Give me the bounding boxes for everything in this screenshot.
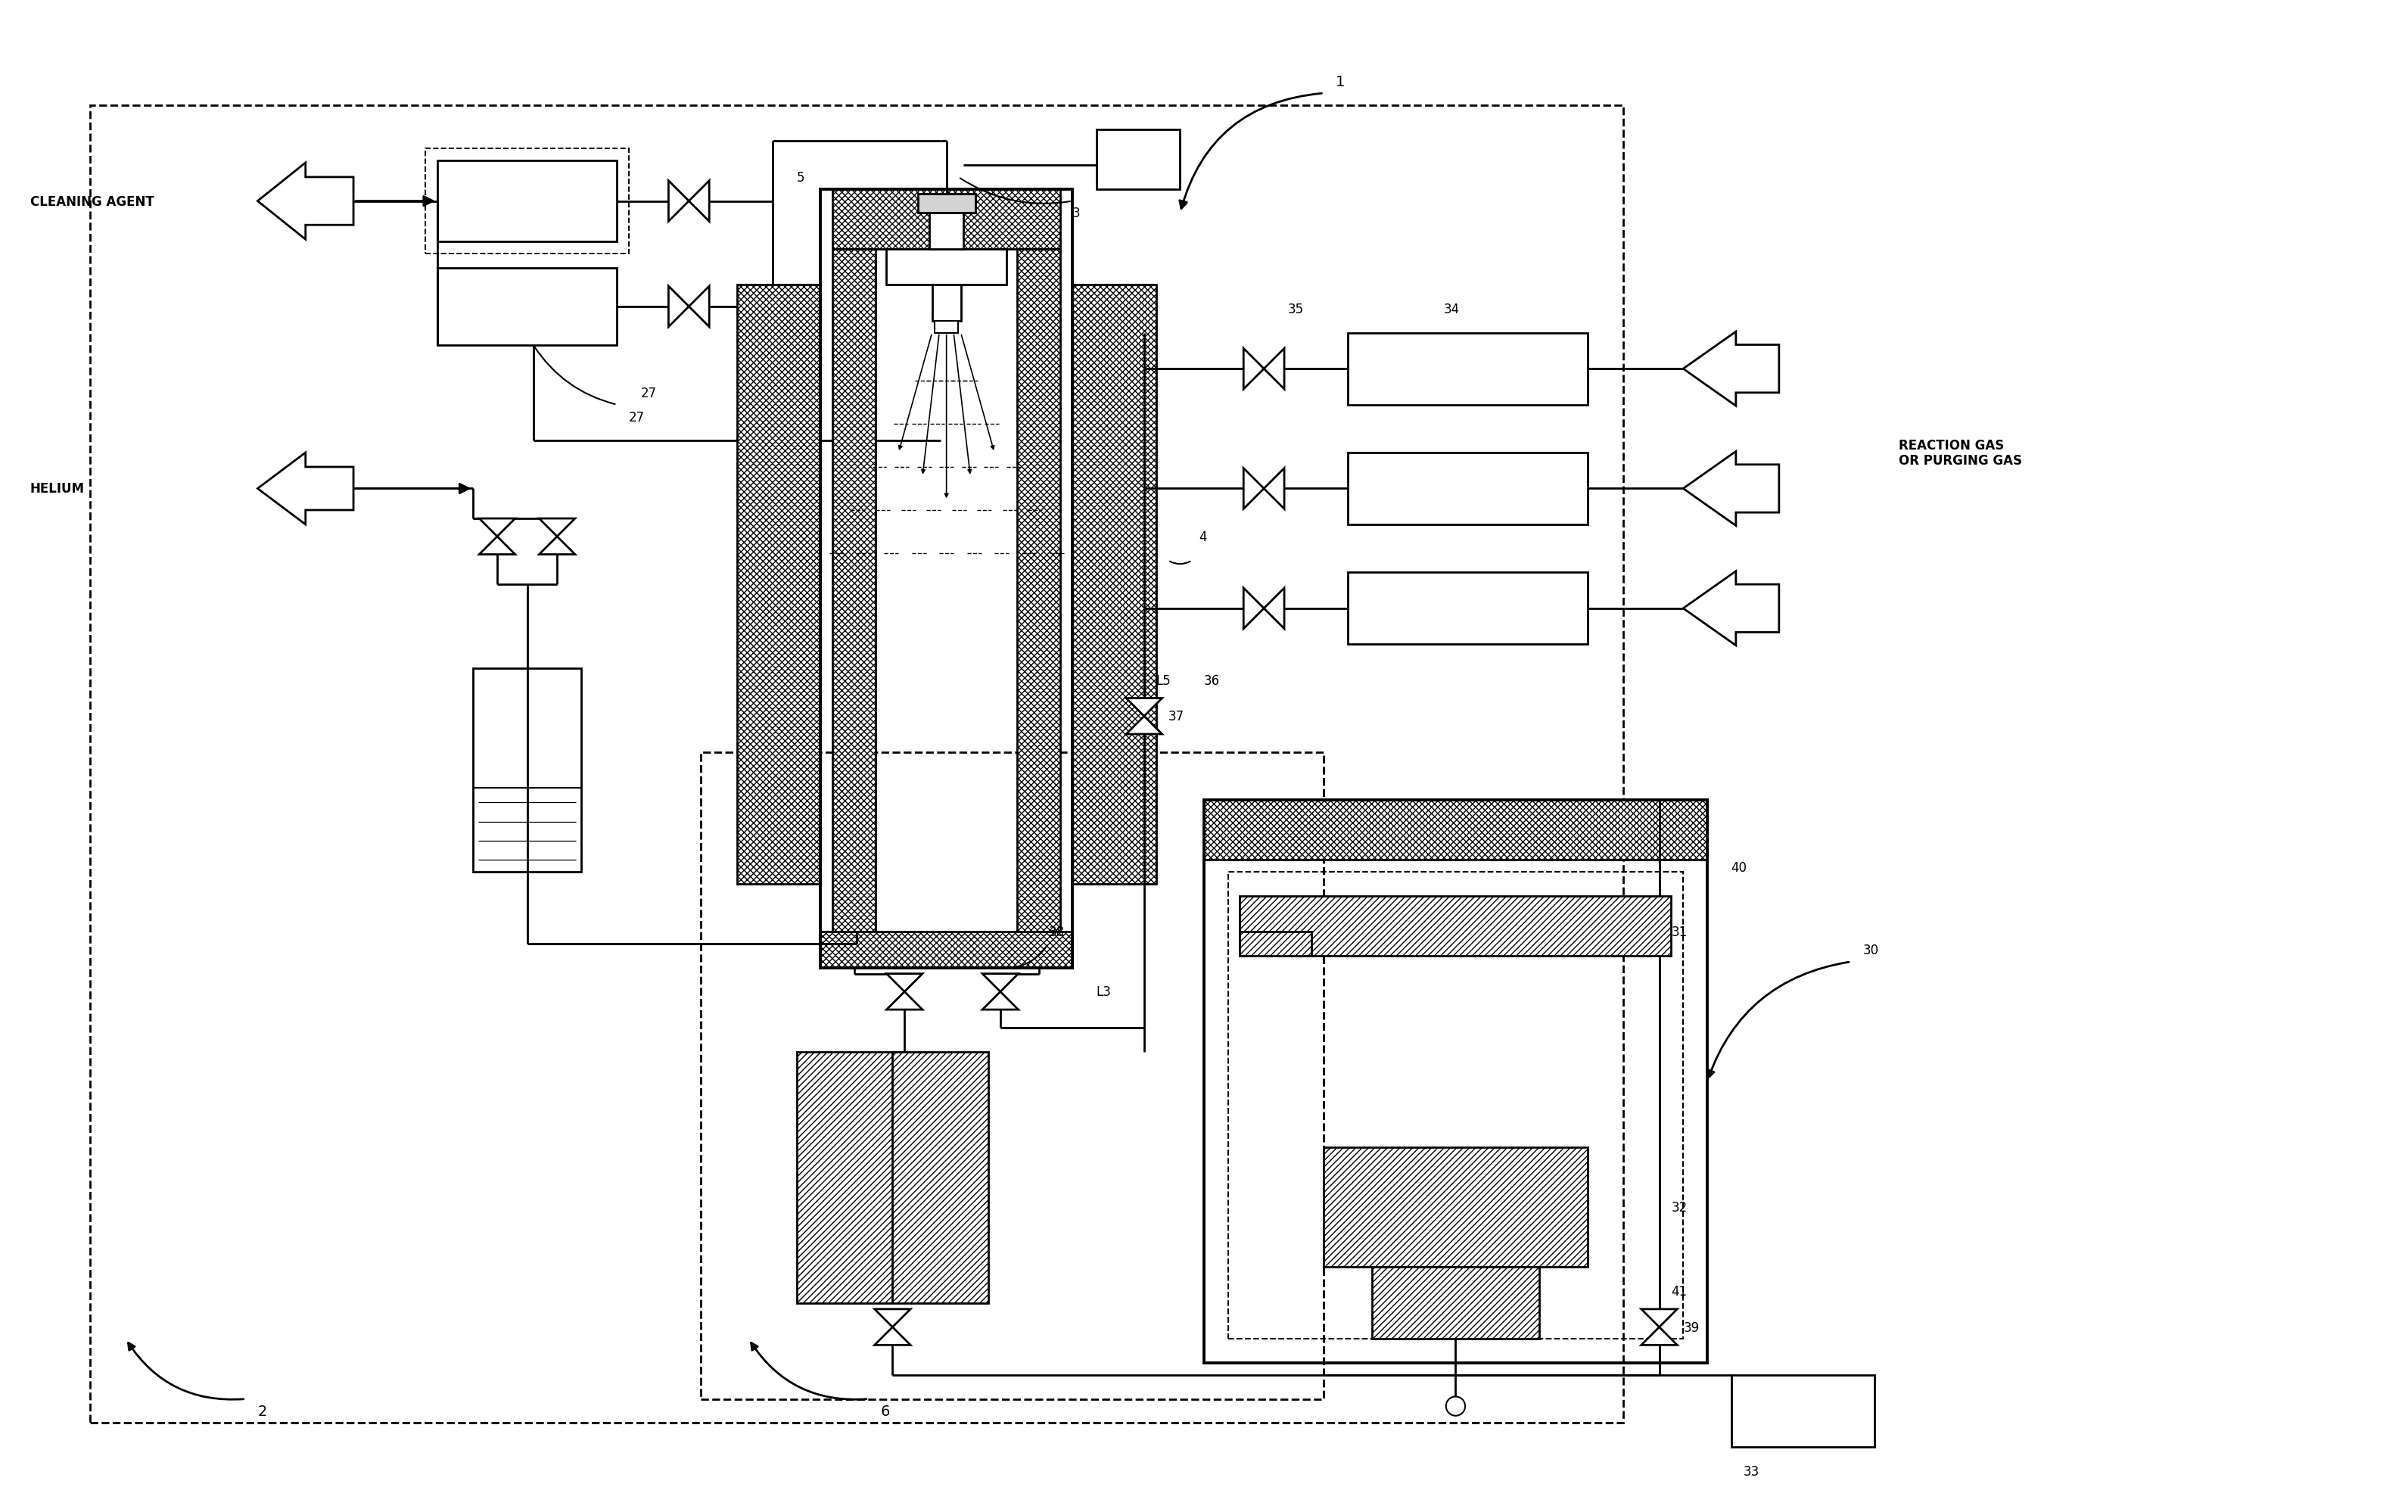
Bar [886, 249, 1007, 286]
Bar [474, 668, 580, 872]
Polygon shape [1264, 588, 1283, 629]
Polygon shape [1264, 349, 1283, 390]
Text: 3: 3 [1072, 207, 1081, 221]
Bar [737, 286, 821, 885]
Text: HELIUM: HELIUM [29, 482, 84, 496]
Bar [1240, 931, 1312, 956]
Circle shape [1445, 1397, 1464, 1415]
Polygon shape [1642, 1328, 1678, 1346]
Bar [821, 189, 1072, 968]
Text: 30: 30 [1864, 943, 1878, 957]
Text: 6: 6 [881, 1403, 891, 1418]
Bar [1348, 573, 1587, 644]
Polygon shape [982, 992, 1019, 1010]
Bar [1096, 130, 1180, 189]
Text: 27: 27 [641, 387, 657, 401]
Text: 33: 33 [1743, 1464, 1760, 1477]
Polygon shape [1683, 572, 1780, 646]
Polygon shape [669, 181, 689, 222]
Text: 1: 1 [1336, 74, 1346, 89]
Polygon shape [258, 163, 354, 240]
Bar [833, 189, 1060, 249]
Text: 2: 2 [258, 1403, 267, 1418]
Polygon shape [258, 454, 354, 525]
Text: 41: 41 [1671, 1284, 1688, 1297]
Bar [1204, 800, 1707, 1362]
Polygon shape [982, 974, 1019, 992]
Bar [917, 195, 975, 213]
Polygon shape [1264, 469, 1283, 510]
Text: REACTION GAS
OR PURGING GAS: REACTION GAS OR PURGING GAS [1900, 438, 2023, 467]
Bar [929, 201, 963, 249]
Text: 4: 4 [1199, 531, 1206, 544]
Polygon shape [689, 287, 710, 327]
Bar [1072, 286, 1156, 885]
Polygon shape [669, 287, 689, 327]
Bar [1228, 872, 1683, 1340]
Text: 37: 37 [1168, 709, 1185, 723]
Bar [1016, 249, 1060, 931]
Bar [89, 106, 1623, 1423]
Text: 31: 31 [1671, 925, 1688, 939]
Polygon shape [539, 519, 576, 537]
Polygon shape [1243, 469, 1264, 510]
Bar [438, 269, 616, 345]
Polygon shape [1243, 349, 1264, 390]
Bar [1731, 1374, 1876, 1447]
Bar [833, 249, 877, 931]
Text: CLEANING AGENT: CLEANING AGENT [29, 195, 154, 209]
Bar [797, 1052, 987, 1303]
Polygon shape [1642, 1309, 1678, 1328]
Bar [438, 160, 616, 242]
Text: 39: 39 [1683, 1320, 1700, 1334]
Polygon shape [479, 519, 515, 537]
Polygon shape [874, 1309, 910, 1328]
Polygon shape [1127, 699, 1163, 717]
Text: 35: 35 [1288, 302, 1303, 316]
Text: 38: 38 [1047, 925, 1064, 939]
Polygon shape [539, 537, 576, 555]
Polygon shape [689, 181, 710, 222]
Text: 34: 34 [1442, 302, 1459, 316]
Bar [934, 322, 958, 333]
Text: L5: L5 [1156, 674, 1170, 688]
Bar [426, 150, 628, 254]
Bar [1240, 897, 1671, 956]
Bar [1348, 333, 1587, 405]
Bar [1204, 800, 1707, 860]
Text: L3: L3 [1096, 986, 1110, 999]
Polygon shape [1127, 717, 1163, 735]
Text: 36: 36 [1204, 674, 1221, 688]
Polygon shape [1683, 333, 1780, 407]
Text: 40: 40 [1731, 860, 1746, 874]
Bar [932, 286, 961, 322]
Text: 27: 27 [628, 410, 645, 423]
Polygon shape [874, 1328, 910, 1346]
Bar [1324, 1148, 1587, 1267]
Polygon shape [1683, 452, 1780, 526]
Polygon shape [479, 537, 515, 555]
Polygon shape [1243, 588, 1264, 629]
Text: 32: 32 [1671, 1201, 1688, 1214]
Polygon shape [886, 992, 922, 1010]
Bar [701, 753, 1324, 1399]
Bar [1348, 454, 1587, 525]
Bar [1373, 1267, 1539, 1340]
Polygon shape [886, 974, 922, 992]
Bar [821, 931, 1072, 968]
Text: 5: 5 [797, 171, 804, 184]
